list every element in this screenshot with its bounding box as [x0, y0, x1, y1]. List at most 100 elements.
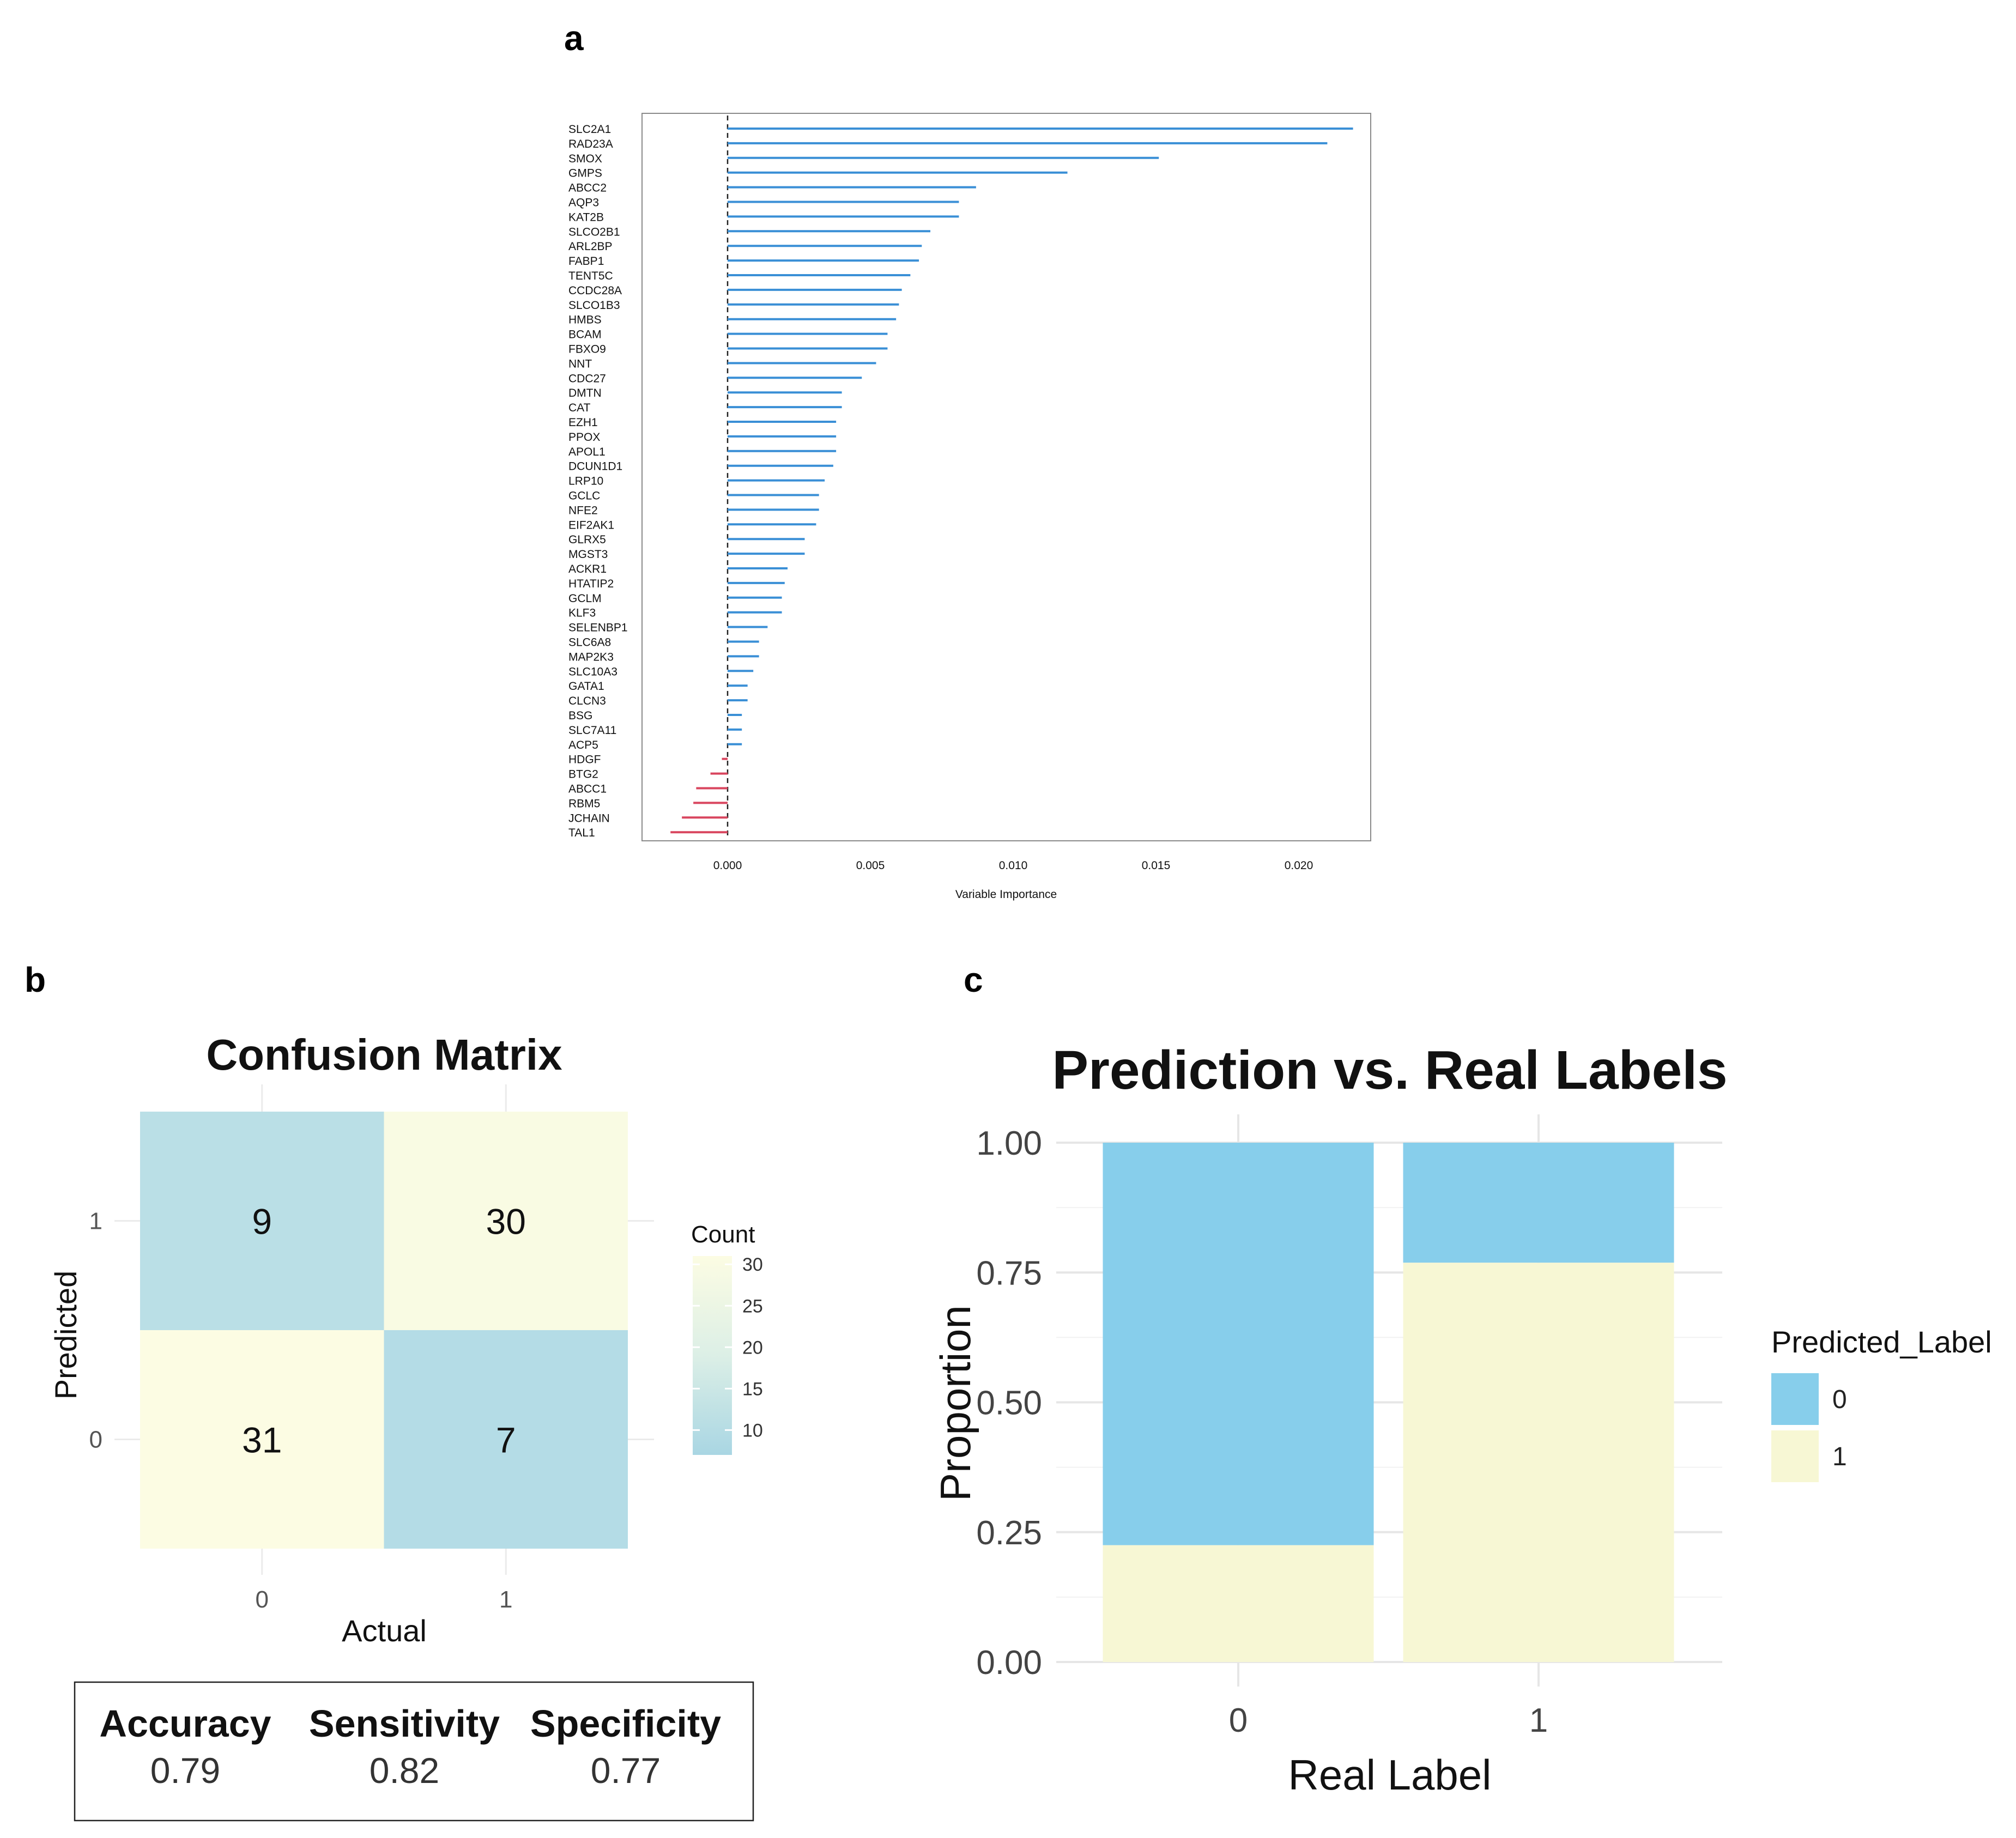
- gene-label-hdgf: HDGF: [568, 754, 601, 766]
- confusion-cell-a0-p0: [140, 1330, 384, 1549]
- gene-label-klf3: KLF3: [568, 607, 596, 620]
- gene-label-ppox: PPOX: [568, 431, 600, 444]
- gene-label-mgst3: MGST3: [568, 548, 608, 561]
- proportion-y-tick: 0.75: [976, 1254, 1042, 1292]
- gene-label-cdc27: CDC27: [568, 372, 606, 385]
- confusion-cell-a1-p1: [384, 1112, 628, 1330]
- colorbar-tick-label: 20: [742, 1337, 763, 1358]
- specificity-value: 0.77: [591, 1750, 661, 1791]
- colorbar-tick-label: 10: [742, 1420, 763, 1441]
- gene-label-aqp3: AQP3: [568, 197, 599, 209]
- gene-label-map2k3: MAP2K3: [568, 651, 614, 663]
- gene-labels: SLC2A1 RAD23A SMOX GMPS ABCC2 AQP3 KAT2B SLCO2B…: [568, 123, 628, 839]
- gene-label-fbxo9: FBXO9: [568, 343, 606, 356]
- gene-label-gata1: GATA1: [568, 680, 604, 693]
- importance-x-tick: 0.015: [1142, 859, 1171, 872]
- gene-label-cat: CAT: [568, 402, 591, 414]
- proportion-x-tick: 0: [1229, 1702, 1248, 1739]
- accuracy-label: Accuracy: [99, 1702, 271, 1745]
- predicted-legend: 01: [1771, 1373, 1847, 1482]
- stacked-bar-real1-pred0: [1403, 1143, 1674, 1263]
- gene-label-glrx5: GLRX5: [568, 533, 606, 546]
- gene-label-ackr1: ACKR1: [568, 563, 607, 575]
- gene-label-smox: SMOX: [568, 153, 602, 165]
- gene-label-apol1: APOL1: [568, 446, 606, 458]
- gene-label-ccdc28a: CCDC28A: [568, 284, 622, 297]
- gene-label-lrp10: LRP10: [568, 475, 603, 488]
- stacked-bar-real0-pred0: [1103, 1143, 1374, 1545]
- panel-letter-a: a: [564, 19, 584, 58]
- panel-letter-c: c: [964, 960, 983, 999]
- confusion-cell-count: 7: [496, 1420, 516, 1460]
- proportion-y-tick: 0.25: [976, 1514, 1042, 1552]
- gene-label-acp5: ACP5: [568, 739, 598, 751]
- proportion-x-tick: 1: [1529, 1702, 1548, 1739]
- gene-label-nnt: NNT: [568, 357, 592, 370]
- gene-label-jchain: JCHAIN: [568, 812, 610, 824]
- gene-label-eif2ak1: EIF2AK1: [568, 519, 614, 531]
- gene-label-arl2bp: ARL2BP: [568, 240, 613, 253]
- gene-label-nfe2: NFE2: [568, 504, 598, 517]
- confusion-y-tick: 1: [89, 1208, 102, 1235]
- legend-swatch-pred0: [1771, 1373, 1819, 1425]
- importance-plot-frame: [641, 113, 1371, 841]
- confusion-cell-a0-p1: [140, 1112, 384, 1330]
- gene-label-kat2b: KAT2B: [568, 211, 604, 223]
- confusion-cell-count: 30: [486, 1202, 526, 1242]
- confusion-axis-ticks: 0 1 0 1: [89, 1208, 513, 1613]
- importance-x-tick: 0.005: [856, 859, 885, 872]
- gene-label-tent5c: TENT5C: [568, 270, 613, 282]
- confusion-x-tick: 1: [499, 1586, 512, 1613]
- importance-x-axis: 0.000 0.005 0.010 0.015 0.020: [713, 859, 1313, 872]
- gene-label-slc10a3: SLC10A3: [568, 665, 617, 678]
- panel-c: c Prediction vs. Real Labels 1.00 0.75 0.5…: [931, 960, 1992, 1799]
- metrics-box: [74, 1681, 754, 1822]
- stacked-bar-real1-pred1: [1403, 1263, 1674, 1662]
- importance-x-tick: 0.010: [999, 859, 1028, 872]
- gene-label-bcam: BCAM: [568, 329, 602, 341]
- confusion-cell-a1-p0: [384, 1330, 628, 1549]
- gene-label-htatip2: HTATIP2: [568, 578, 614, 590]
- gene-label-abcc2: ABCC2: [568, 182, 607, 195]
- proportion-axis-ticks: 1.00 0.75 0.50 0.25 0.00 0 1: [976, 1125, 1548, 1739]
- proportion-y-axis-title: Proportion: [931, 1305, 979, 1501]
- gene-label-gclc: GCLC: [568, 490, 600, 502]
- confusion-matrix-title: Confusion Matrix: [206, 1030, 562, 1079]
- proportion-y-tick: 1.00: [976, 1125, 1042, 1162]
- panel-a: a SLC2A1 RAD23A SMOX GMPS ABCC2 AQP3 KAT2B SLCO…: [564, 19, 1371, 901]
- gene-label-gmps: GMPS: [568, 167, 602, 180]
- proportion-chart-title: Prediction vs. Real Labels: [1052, 1040, 1727, 1101]
- gene-label-dmtn: DMTN: [568, 387, 602, 399]
- legend-swatch-pred1: [1771, 1430, 1819, 1482]
- specificity-label: Specificity: [530, 1702, 721, 1745]
- accuracy-value: 0.79: [150, 1750, 220, 1791]
- confusion-x-tick: 0: [256, 1586, 269, 1613]
- predicted-legend-title: Predicted_Label: [1771, 1325, 1992, 1359]
- colorbar-tick-label: 25: [742, 1296, 763, 1317]
- confusion-cells: 9 30 31 7: [140, 1112, 628, 1549]
- gene-label-abcc1: ABCC1: [568, 783, 607, 796]
- gene-label-btg2: BTG2: [568, 768, 598, 781]
- count-legend-title: Count: [691, 1221, 755, 1248]
- colorbar-tick-label: 15: [742, 1379, 763, 1399]
- gene-label-tal1: TAL1: [568, 827, 595, 839]
- gene-label-rbm5: RBM5: [568, 797, 600, 810]
- importance-x-tick: 0.020: [1285, 859, 1313, 872]
- legend-label-pred1: 1: [1832, 1442, 1847, 1471]
- confusion-y-axis-title: Predicted: [49, 1271, 83, 1400]
- confusion-cell-count: 9: [252, 1202, 272, 1242]
- gene-label-rad23a: RAD23A: [568, 138, 613, 150]
- confusion-y-tick: 0: [89, 1427, 102, 1453]
- panel-letter-b: b: [25, 960, 46, 999]
- colorbar-tick-label: 30: [742, 1254, 763, 1275]
- confusion-cell-count: 31: [242, 1420, 282, 1460]
- proportion-bars: [1103, 1143, 1674, 1662]
- gene-label-fabp1: FABP1: [568, 255, 604, 268]
- legend-label-pred0: 0: [1832, 1385, 1847, 1414]
- gene-label-clcn3: CLCN3: [568, 695, 606, 707]
- gene-label-dcun1d1: DCUN1D1: [568, 460, 622, 473]
- importance-x-axis-title: Variable Importance: [955, 888, 1057, 901]
- gene-label-hmbs: HMBS: [568, 314, 602, 326]
